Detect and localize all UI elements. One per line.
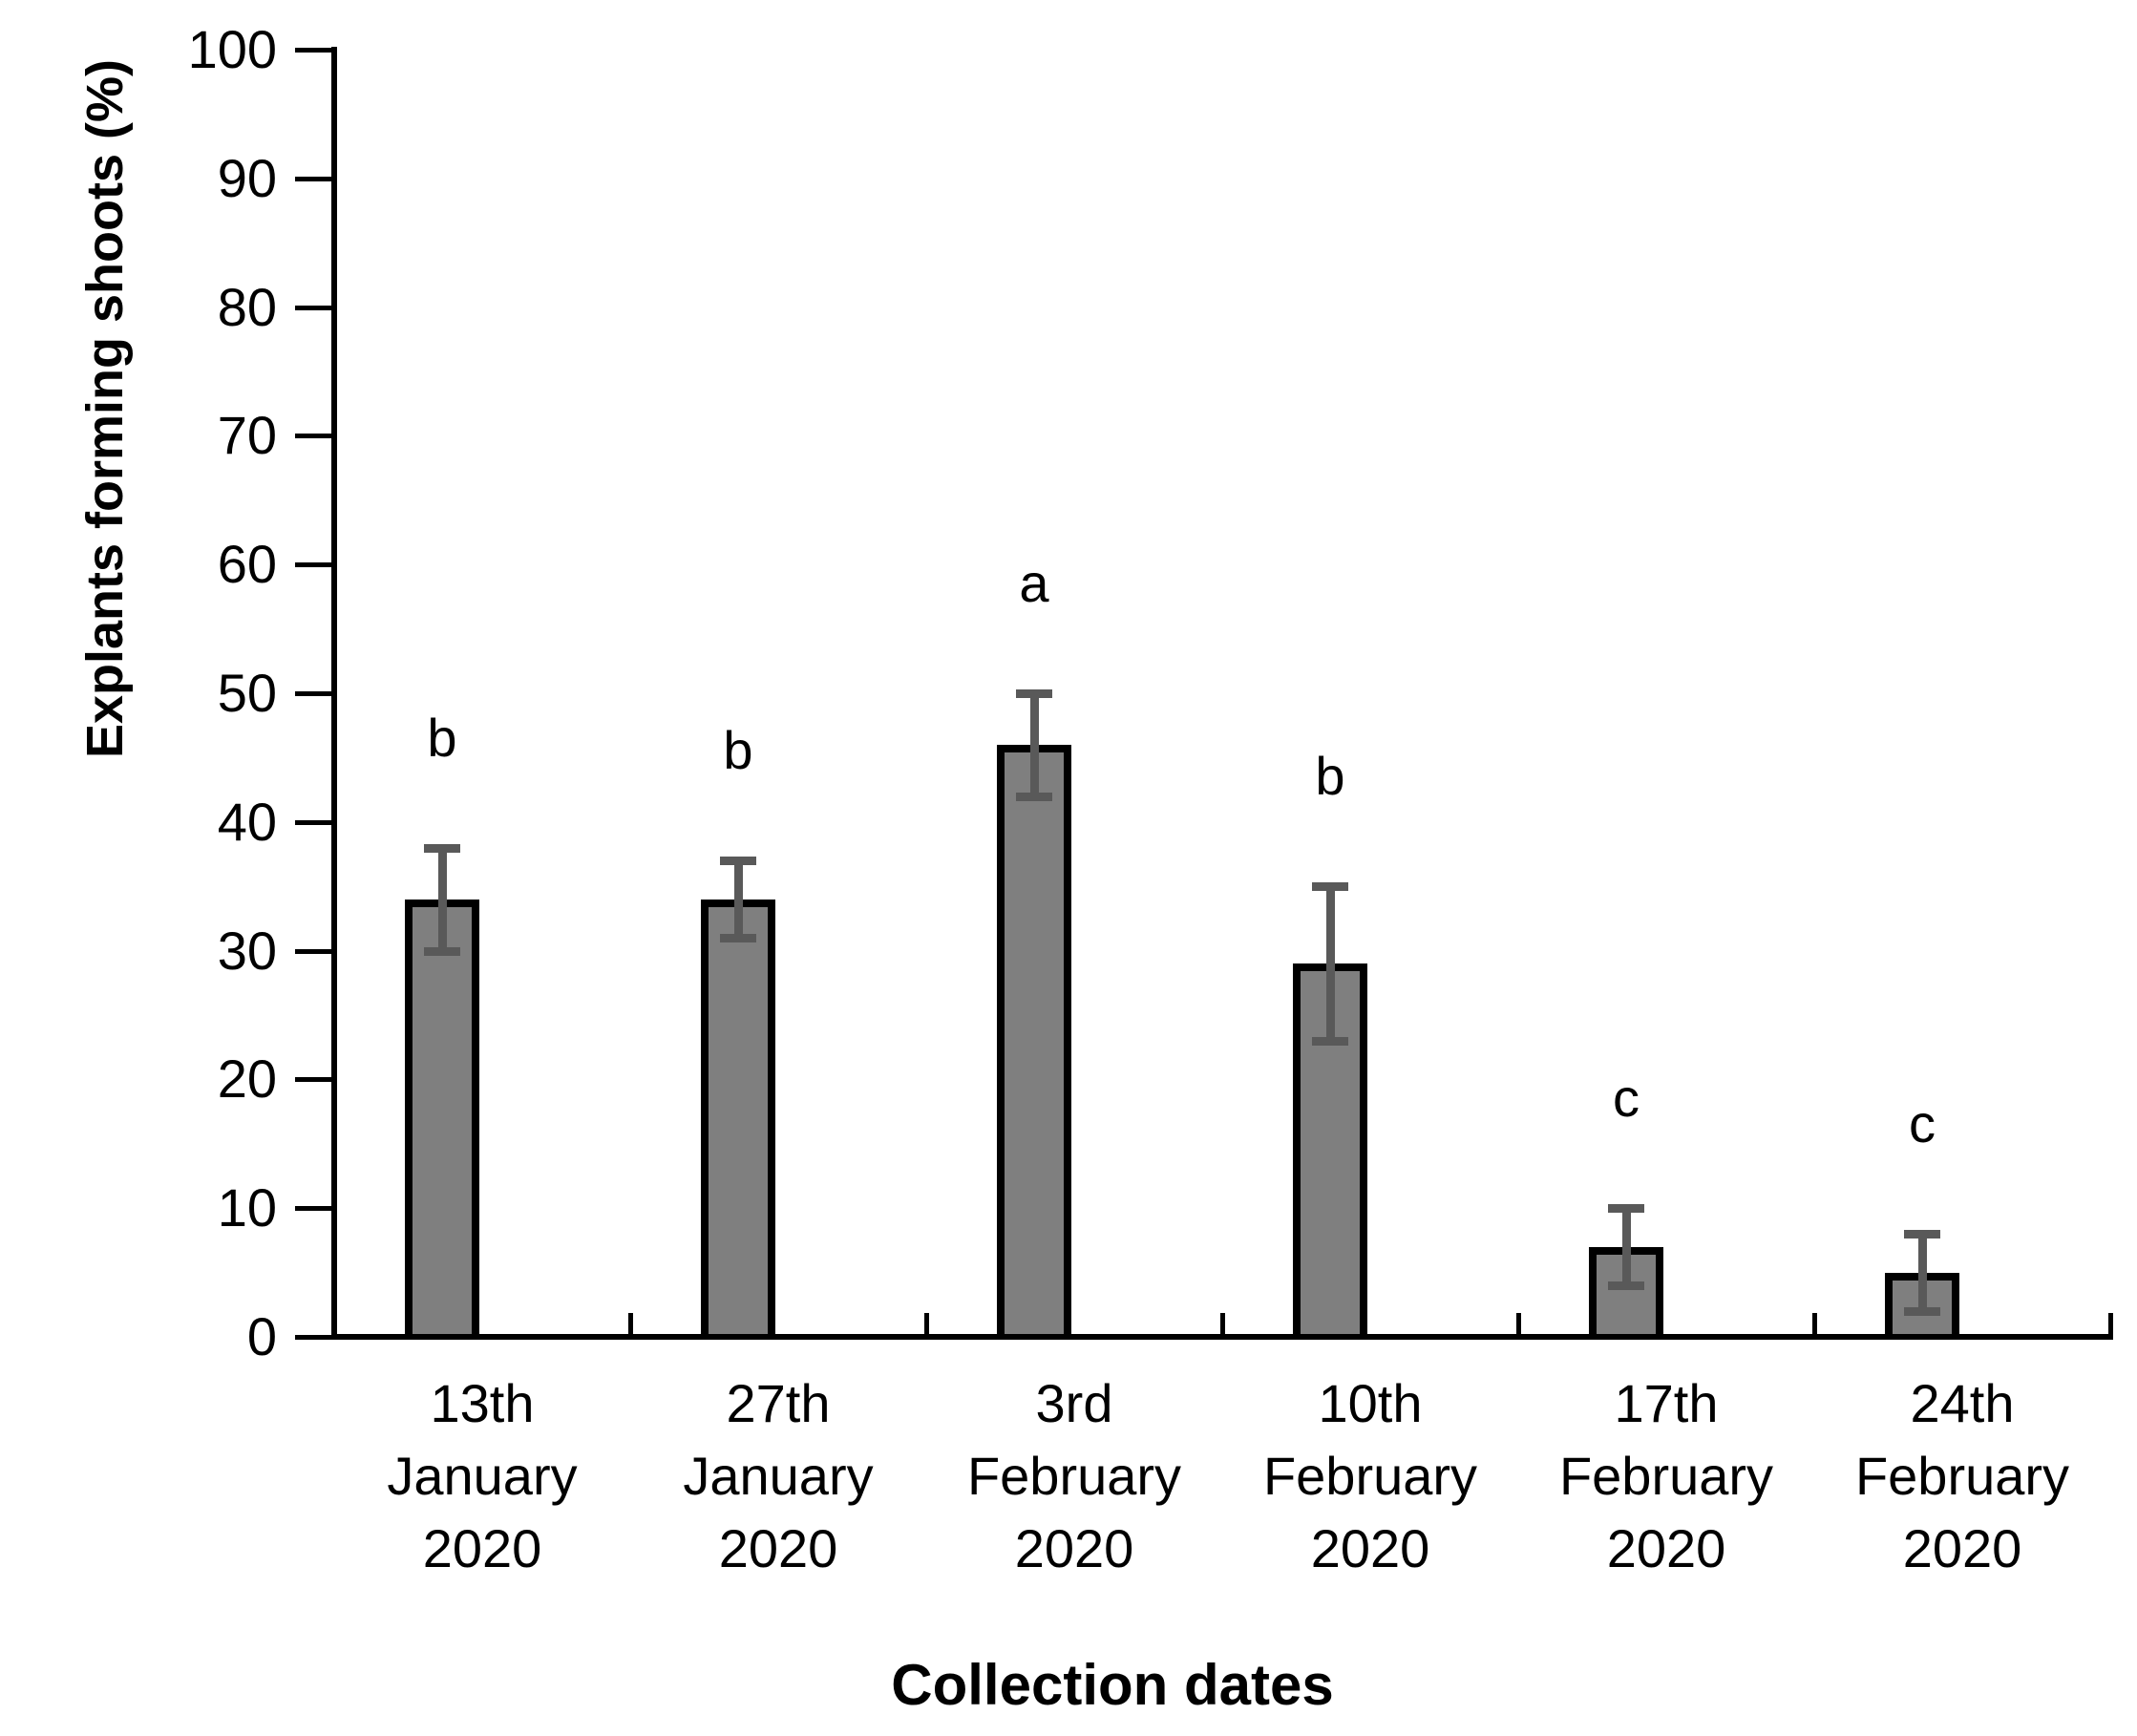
x-category-label: 10th February 2020: [1222, 1367, 1518, 1585]
error-bar-cap-bottom: [1904, 1307, 1940, 1317]
y-tick-label: 40: [217, 791, 277, 852]
y-tick: [295, 1077, 331, 1083]
y-tick-label: 10: [217, 1177, 277, 1238]
x-axis-title: Collection dates: [891, 1653, 1334, 1717]
error-bar-cap-top: [424, 843, 460, 853]
error-bar-stem: [1918, 1234, 1927, 1312]
x-category-label-line: 17th: [1614, 1373, 1719, 1433]
y-tick-label: 50: [217, 663, 277, 723]
x-tick: [1516, 1313, 1521, 1334]
x-category-label: 27th January 2020: [630, 1367, 926, 1585]
error-bar-cap-top: [1312, 882, 1348, 892]
y-tick: [295, 1206, 331, 1212]
x-category-label-line: February: [1854, 1446, 2070, 1506]
y-tick: [295, 819, 331, 825]
y-tick: [295, 305, 331, 310]
x-category-label-line: January: [387, 1446, 578, 1506]
bar: [701, 899, 775, 1334]
y-tick-label: 80: [217, 276, 277, 337]
x-axis-line: [331, 1334, 2113, 1340]
x-category-label-line: 2020: [1902, 1518, 2022, 1578]
x-category-label: 24th February 2020: [1814, 1367, 2110, 1585]
significance-letter: c: [1909, 1093, 1936, 1154]
significance-letter: a: [1019, 553, 1049, 613]
y-tick: [295, 562, 331, 568]
significance-letter: b: [427, 707, 457, 768]
y-tick-label: 70: [217, 405, 277, 466]
x-category-label-line: January: [683, 1446, 874, 1506]
error-bar-cap-bottom: [1312, 1036, 1348, 1046]
x-tick: [628, 1313, 633, 1334]
x-category-label-line: 3rd: [1035, 1373, 1113, 1433]
y-tick-label: 20: [217, 1048, 277, 1110]
significance-letter: c: [1613, 1068, 1640, 1129]
error-bar-stem: [1030, 693, 1039, 796]
y-axis-line: [331, 47, 337, 1340]
y-tick-label: 60: [217, 534, 277, 595]
y-tick: [295, 176, 331, 181]
x-tick: [2108, 1313, 2113, 1334]
error-bar-cap-top: [720, 857, 756, 866]
error-bar-cap-top: [1016, 689, 1052, 698]
bar: [405, 899, 479, 1334]
y-tick-label: 90: [217, 147, 277, 208]
y-tick-label: 0: [246, 1306, 277, 1366]
x-category-label-line: 2020: [1014, 1518, 1134, 1578]
x-category-label-line: 2020: [718, 1518, 838, 1578]
y-tick: [295, 691, 331, 696]
x-category-label-line: 2020: [1606, 1518, 1726, 1578]
error-bar-cap-top: [1904, 1230, 1940, 1239]
x-category-label-line: February: [1262, 1446, 1478, 1506]
error-bar-cap-bottom: [1608, 1281, 1644, 1291]
y-tick-label: 30: [217, 920, 277, 981]
x-category-label-line: 13th: [430, 1373, 535, 1433]
x-category-label-line: 27th: [726, 1373, 831, 1433]
error-bar-stem: [1622, 1208, 1631, 1286]
error-bar-stem: [438, 847, 447, 951]
y-tick: [295, 1335, 331, 1340]
y-tick: [295, 48, 331, 53]
x-category-label-line: February: [966, 1446, 1182, 1506]
x-tick: [1220, 1313, 1225, 1334]
x-category-label-line: 10th: [1318, 1373, 1423, 1433]
y-tick: [295, 948, 331, 954]
x-category-label-line: 2020: [422, 1518, 542, 1578]
bar: [997, 744, 1071, 1334]
significance-letter: b: [1315, 746, 1345, 807]
y-tick-label: 100: [187, 19, 277, 79]
x-tick: [924, 1313, 929, 1334]
x-category-label: 17th February 2020: [1518, 1367, 1814, 1585]
error-bar-cap-bottom: [720, 934, 756, 943]
x-category-label-line: 24th: [1910, 1373, 2015, 1433]
error-bar-cap-top: [1608, 1204, 1644, 1214]
error-bar-stem: [1326, 886, 1335, 1041]
x-category-label-line: February: [1558, 1446, 1774, 1506]
error-bar-cap-bottom: [1016, 792, 1052, 801]
significance-letter: b: [723, 720, 753, 781]
x-category-label: 13th January 2020: [334, 1367, 630, 1585]
y-tick: [295, 434, 331, 439]
error-bar-cap-bottom: [424, 946, 460, 956]
x-category-label: 3rd February 2020: [926, 1367, 1222, 1585]
x-tick: [1812, 1313, 1817, 1334]
error-bar-stem: [734, 860, 743, 939]
x-category-label-line: 2020: [1310, 1518, 1430, 1578]
